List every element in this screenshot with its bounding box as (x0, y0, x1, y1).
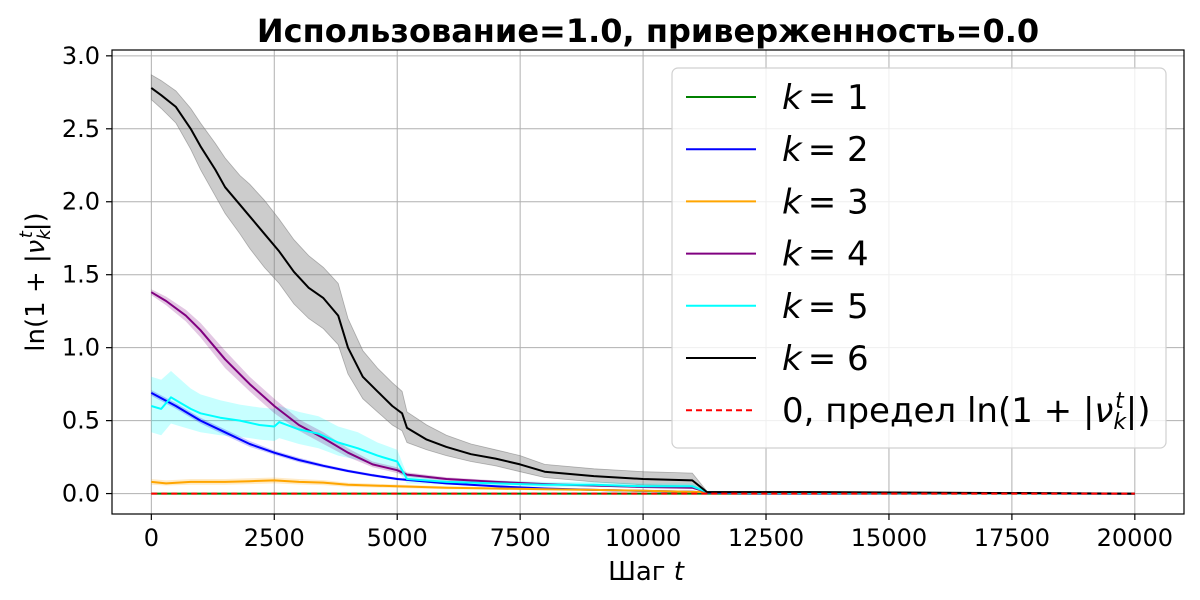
x-tick-label: 17500 (974, 524, 1050, 552)
legend-entry: k = 1 (782, 78, 869, 118)
x-axis-label: Шаг t (608, 557, 685, 587)
x-axis-ticks: 0 2500 5000 7500 10000 12500 15000 17500 20000 (144, 514, 1173, 552)
y-tick-label: 3.0 (62, 42, 100, 70)
y-tick-label: 2.5 (62, 115, 100, 143)
y-axis-label: ln(1 + |νkt|) (16, 212, 55, 351)
x-tick-label: 12500 (728, 524, 804, 552)
y-tick-label: 0.5 (62, 407, 100, 435)
x-tick-label: 0 (144, 524, 159, 552)
series-line-k6 (150, 87, 1135, 495)
legend-entry: k = 2 (782, 130, 869, 170)
y-axis-ticks: 0.0 0.5 1.0 1.5 2.0 2.5 3.0 (62, 42, 112, 508)
legend-entry: 0, предел ln(1 + |νkt|) (782, 389, 1151, 435)
y-tick-label: 1.0 (62, 334, 100, 362)
x-tick-label: 20000 (1097, 524, 1173, 552)
y-tick-label: 1.5 (62, 261, 100, 289)
legend-entry: k = 6 (782, 339, 869, 379)
x-tick-label: 15000 (851, 524, 927, 552)
legend-entry: k = 3 (782, 182, 869, 222)
series-line-k3 (151, 479, 1135, 495)
x-tick-label: 10000 (605, 524, 681, 552)
x-axis-label-var: t (674, 557, 685, 587)
y-tick-label: 0.0 (62, 480, 100, 508)
plot-frame (111, 49, 1185, 515)
series-line-k5 (151, 396, 1135, 495)
y-tick-label: 2.0 (62, 188, 100, 216)
series-lines (150, 87, 1135, 495)
legend-entry: k = 4 (782, 235, 869, 275)
legend-frame (671, 67, 1167, 449)
chart-title: Использование=1.0, приверженность=0.0 (257, 12, 1039, 50)
x-tick-label: 7500 (490, 524, 551, 552)
series-line-k4 (150, 291, 1135, 495)
x-tick-label: 5000 (367, 524, 428, 552)
legend-entry: k = 5 (782, 287, 869, 327)
legend: k = 1 k = 2 k = 3 k = 4 k = 5 k = 6 0, предел ln(1 +… (671, 67, 1167, 449)
x-tick-label: 2500 (244, 524, 305, 552)
